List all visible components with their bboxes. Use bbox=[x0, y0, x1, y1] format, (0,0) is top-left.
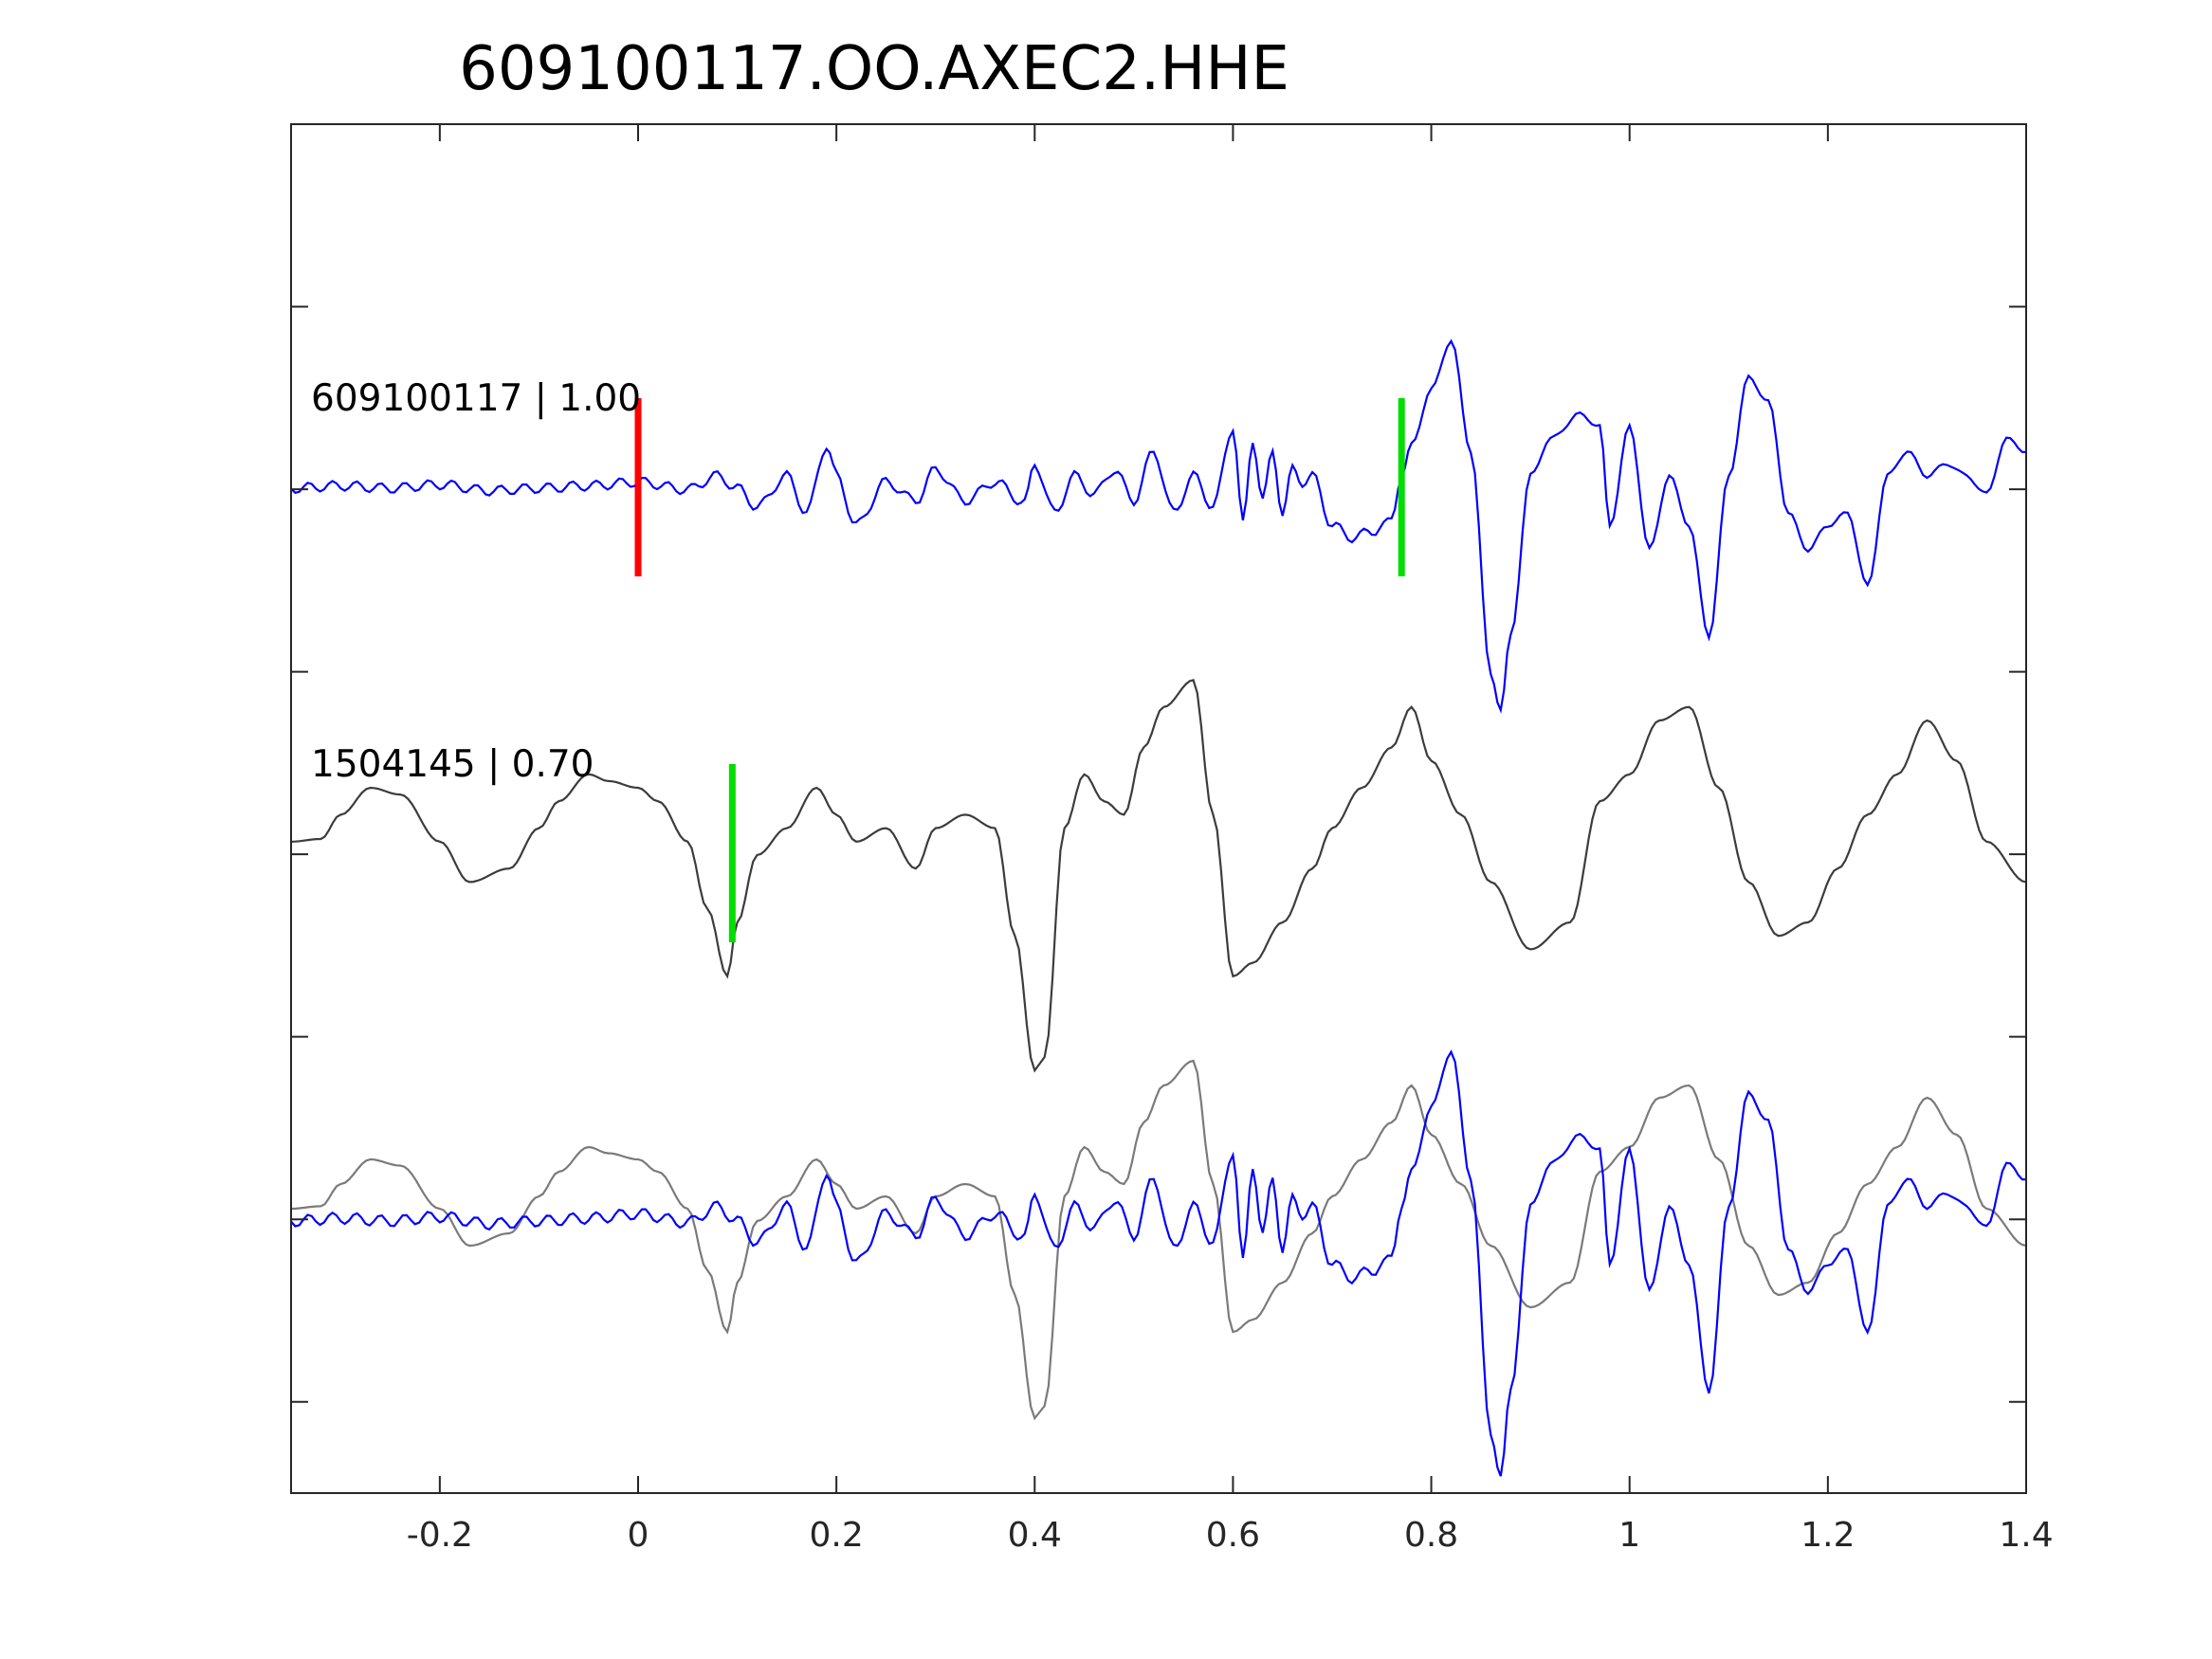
labels-layer: 609100117 | 1.00 1504145 | 0.70 bbox=[311, 377, 641, 786]
x-tick-label: -0.2 bbox=[407, 1516, 473, 1555]
trace-template-line bbox=[290, 679, 2027, 1073]
x-tick-label: 0.6 bbox=[1206, 1516, 1260, 1555]
ticks-layer: -0.2 0 0.2 0.4 0.6 0.8 1 1.2 1.4 bbox=[291, 124, 2054, 1555]
x-tick-label: 1 bbox=[1618, 1516, 1640, 1555]
plot-frame bbox=[290, 123, 2027, 1494]
trace-label-master: 609100117 | 1.00 bbox=[311, 377, 641, 420]
chart-title: 609100117.OO.AXEC2.HHE bbox=[459, 34, 1289, 104]
x-tick-label: 1.4 bbox=[1999, 1516, 2053, 1555]
overlay-master-line bbox=[290, 1049, 2026, 1477]
traces-layer bbox=[290, 338, 2027, 1477]
x-tick-label: 0.8 bbox=[1404, 1516, 1458, 1555]
trace-master-line bbox=[290, 338, 2027, 714]
x-tick-label: 0.4 bbox=[1008, 1516, 1062, 1555]
picks-layer bbox=[634, 398, 1405, 942]
x-tick-label: 1.2 bbox=[1801, 1516, 1855, 1555]
x-tick-label: 0 bbox=[628, 1516, 649, 1555]
overlay-template-line bbox=[290, 1059, 2027, 1421]
x-tick-label: 0.2 bbox=[810, 1516, 864, 1555]
trace-label-template: 1504145 | 0.70 bbox=[311, 743, 594, 786]
